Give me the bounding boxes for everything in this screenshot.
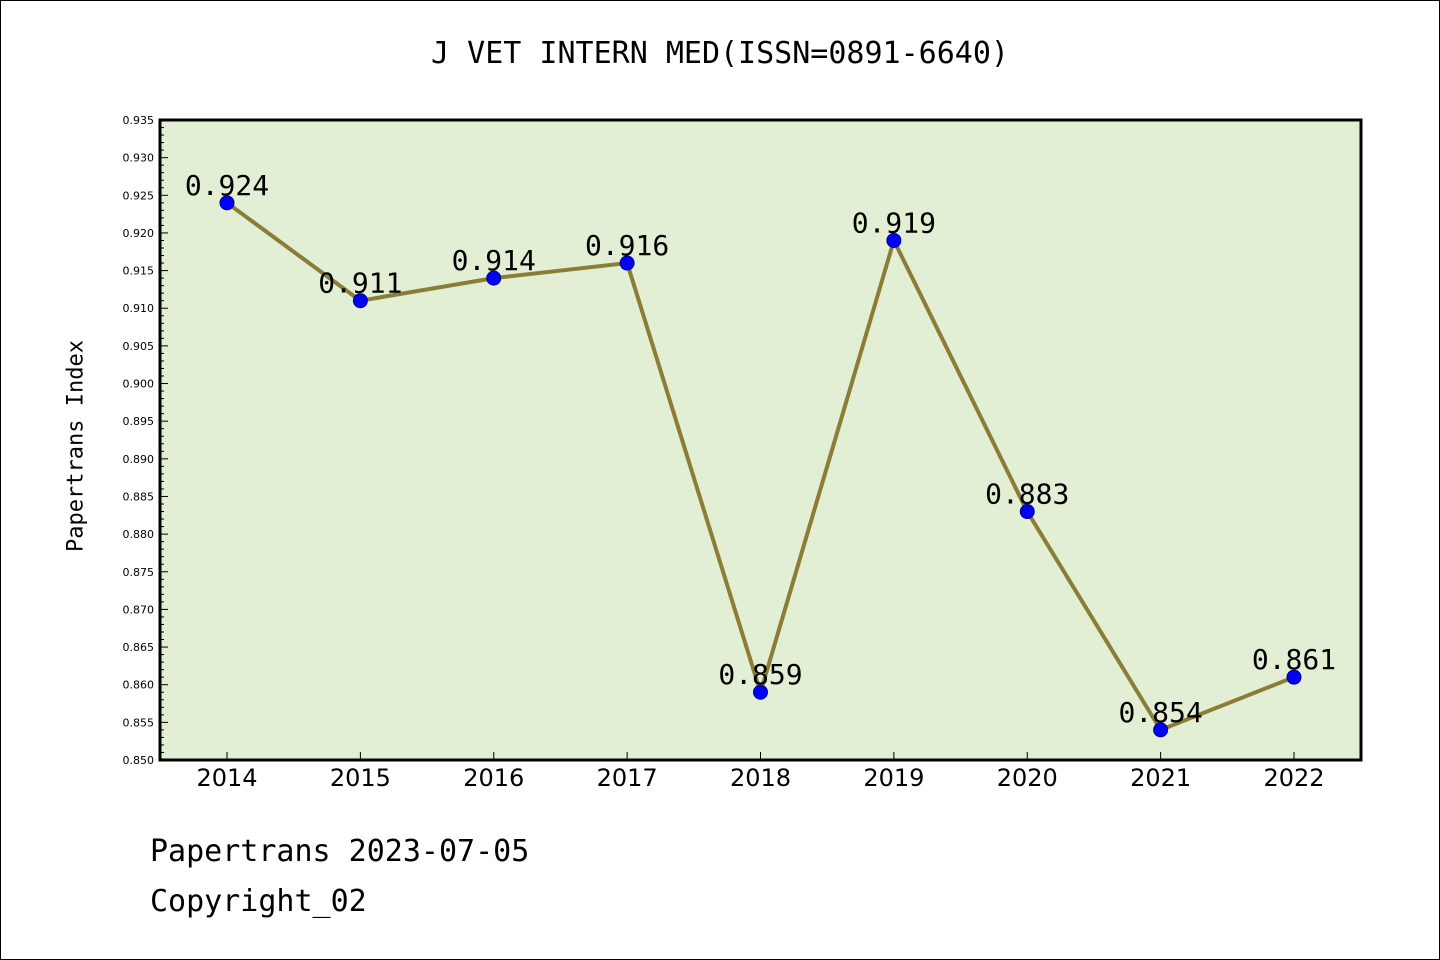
y-tick-label: 0.875	[123, 566, 155, 579]
y-tick-label: 0.855	[123, 716, 155, 729]
y-tick-label: 0.865	[123, 641, 155, 654]
data-point	[1019, 504, 1035, 520]
data-label: 0.859	[718, 658, 802, 691]
y-tick-label: 0.920	[123, 227, 155, 240]
y-tick-label: 0.935	[123, 114, 155, 127]
x-tick-label: 2015	[330, 764, 391, 792]
x-tick-label: 2019	[863, 764, 924, 792]
data-label: 0.861	[1252, 643, 1336, 676]
y-tick-label: 0.880	[123, 528, 155, 541]
footer-date: Papertrans 2023-07-05	[150, 834, 530, 869]
data-label: 0.924	[185, 169, 269, 202]
x-tick-label: 2014	[196, 764, 257, 792]
y-tick-label: 0.850	[123, 754, 155, 767]
x-tick-label: 2021	[1130, 764, 1191, 792]
y-tick-label: 0.860	[123, 679, 155, 692]
x-tick-label: 2017	[597, 764, 658, 792]
data-label: 0.854	[1118, 696, 1202, 729]
x-tick-label: 2020	[997, 764, 1058, 792]
y-tick-label: 0.895	[123, 415, 155, 428]
y-tick-label: 0.870	[123, 603, 155, 616]
data-labels: 0.924 0.911 0.914 0.916 0.859 0.919 0.883 0.854…	[185, 169, 1336, 729]
x-axis: 2014 2015 2016 2017 2018 2019 2020 2021 2022	[196, 752, 1325, 792]
data-point	[219, 195, 235, 211]
data-label: 0.911	[318, 267, 402, 300]
y-tick-label: 0.915	[123, 265, 155, 278]
data-point	[486, 270, 502, 286]
y-axis: 0.850 0.855 0.860 0.865 0.870 0.875 0.880 0.885…	[123, 114, 168, 767]
data-point	[619, 255, 635, 271]
y-tick-label: 0.890	[123, 453, 155, 466]
data-point	[753, 684, 768, 700]
y-tick-label: 0.925	[123, 189, 155, 202]
data-point	[886, 232, 902, 248]
y-tick-label: 0.900	[123, 378, 155, 391]
plot-area	[160, 120, 1361, 760]
data-point	[352, 293, 368, 309]
x-tick-label: 2018	[730, 764, 791, 792]
chart-title: J VET INTERN MED(ISSN=0891-6640)	[431, 36, 1009, 71]
y-tick-label: 0.930	[123, 152, 155, 165]
data-label: 0.914	[452, 244, 536, 277]
y-tick-label: 0.905	[123, 340, 155, 353]
plot-border	[158, 118, 1363, 762]
data-label: 0.883	[985, 478, 1069, 511]
data-point	[1286, 669, 1302, 685]
x-tick-label: 2016	[463, 764, 524, 792]
data-label: 0.916	[585, 229, 669, 262]
data-label: 0.919	[852, 206, 936, 239]
data-point	[1153, 722, 1169, 738]
series-markers	[219, 195, 1302, 738]
footer-copyright: Copyright_02	[150, 884, 367, 919]
y-tick-label: 0.910	[123, 302, 155, 315]
x-tick-label: 2022	[1263, 764, 1324, 792]
y-tick-label: 0.885	[123, 490, 155, 503]
